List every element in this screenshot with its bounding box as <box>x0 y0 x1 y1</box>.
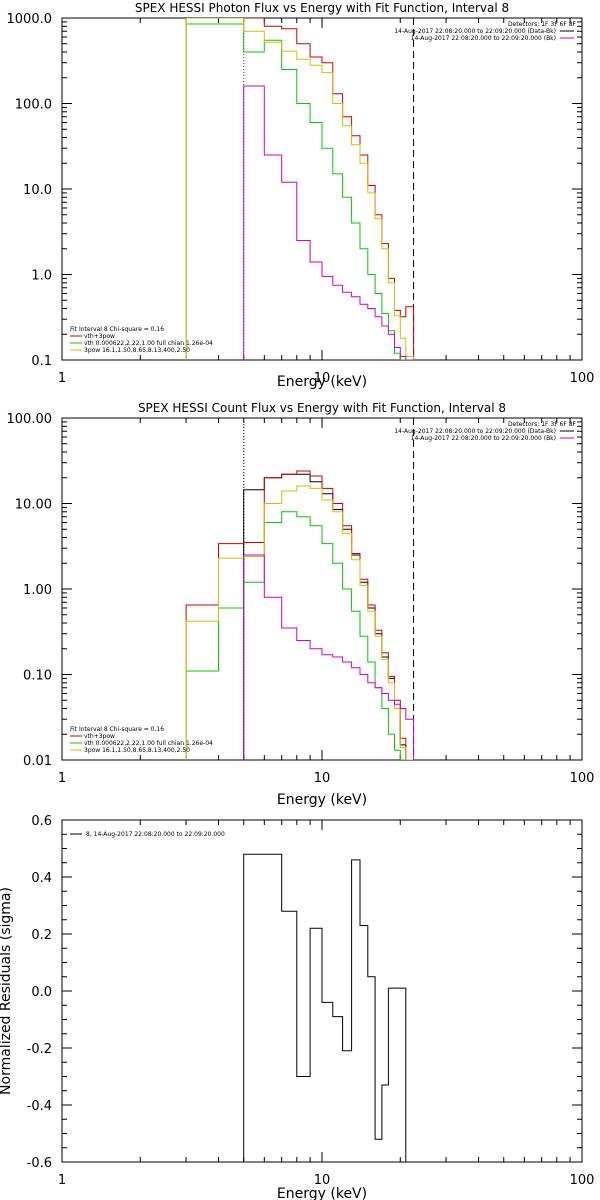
y-axis-label: Normalized Residuals (sigma) <box>0 887 14 1095</box>
y-tick-label: 0.2 <box>31 928 52 943</box>
y-tick-label: -0.4 <box>27 1099 52 1114</box>
legend-header: Detectors: 1F 3F 6F 8F <box>508 421 577 428</box>
plot-area <box>185 18 415 360</box>
y-tick-label: 1000.0 <box>7 12 53 27</box>
legend-entry: vth 0.000622,2.22,1.00 full chian 1.26e-… <box>84 340 213 347</box>
legend-entry: 3pow 16.1,1.50,8.65,8.13,400,2.50 <box>84 747 190 754</box>
x-tick-label: 100 <box>570 1173 595 1188</box>
count-flux-panel: SPEX HESSI Count Flux vs Energy with Fit… <box>7 401 595 808</box>
plot-area <box>185 470 422 760</box>
y-tick-label: 100.0 <box>15 98 52 113</box>
legend-entry: 8, 14-Aug-2017 22:08:20.000 to 22:09:20.… <box>86 831 225 838</box>
x-tick-label: 1 <box>58 1173 66 1188</box>
legend-entry: vth+3pow <box>84 733 115 740</box>
y-tick-label: -0.6 <box>27 1156 52 1171</box>
x-axis-label: Energy (keV) <box>277 1186 367 1200</box>
y-tick-label: 1.00 <box>23 583 52 598</box>
legend-entry: 14-Aug-2017 22:08:20.000 to 22:09:20.000… <box>411 35 556 42</box>
series-14-aug-2017-22-08-20-000 <box>243 554 415 760</box>
x-tick-label: 10 <box>314 371 331 386</box>
plot-frame <box>61 417 583 761</box>
y-tick-label: 100.00 <box>7 412 53 427</box>
legend-entry: 3pow 16.1,1.50,8.65,8.13,400,2.50 <box>84 347 190 354</box>
legend-title: Fit Interval 8 Chi-square = 0.16 <box>70 326 164 333</box>
chart-title: SPEX HESSI Count Flux vs Energy with Fit… <box>138 401 506 415</box>
y-tick-label: 10.0 <box>23 183 52 198</box>
series-data-bk <box>243 473 422 760</box>
legend-header: Detectors: 1F 3F 6F 8F <box>508 21 577 28</box>
series-14-aug-2017-22-08-20-000 <box>243 85 415 360</box>
legend-entry: vth 0.000622,2.22,1.00 full chian 1.26e-… <box>84 740 213 747</box>
x-tick-label: 10 <box>314 1173 331 1188</box>
x-tick-label: 100 <box>570 771 595 786</box>
x-tick-label: 1 <box>58 771 66 786</box>
x-tick-label: 10 <box>314 771 331 786</box>
x-tick-label: 1 <box>58 371 66 386</box>
y-tick-label: 0.01 <box>23 754 52 769</box>
photon-flux-panel: SPEX HESSI Photon Flux vs Energy with Fi… <box>7 1 595 390</box>
y-tick-label: 0.10 <box>23 669 52 684</box>
legend-entry: 14-Aug-2017 22:08:20.000 to 22:09:20.000… <box>394 428 556 435</box>
y-tick-label: 0.1 <box>31 354 52 369</box>
legend-entry: 14-Aug-2017 22:08:20.000 to 22:09:20.000… <box>394 28 556 35</box>
y-tick-label: 0.0 <box>31 985 52 1000</box>
x-tick-label: 100 <box>570 371 595 386</box>
series-vth-0-000622-2-22-1-00-f <box>185 23 415 360</box>
legend-title: Fit Interval 8 Chi-square = 0.16 <box>70 726 164 733</box>
x-axis-label: Energy (keV) <box>277 792 367 808</box>
legend-entry: 14-Aug-2017 22:08:20.000 to 22:09:20.000… <box>411 435 556 442</box>
x-axis-label: Energy (keV) <box>277 374 367 390</box>
series-8-14-aug-2017-22-08-20-0 <box>243 853 415 1162</box>
legend-entry: vth+3pow <box>84 333 115 340</box>
series-vth-3pow <box>185 470 415 760</box>
y-tick-label: 10.00 <box>15 498 52 513</box>
series-3pow-16-1-1-50-8-65-8-13 <box>185 485 415 760</box>
residuals-panel: 1 10 100 -0.6 -0.4 -0.2 0.0 0.2 0.4 0.6 Energy (ke… <box>0 814 594 1200</box>
chart-title: SPEX HESSI Photon Flux vs Energy with Fi… <box>135 1 509 15</box>
y-tick-label: 0.4 <box>31 871 52 886</box>
series-3pow-16-1-1-50-8-65-8-13 <box>185 18 415 360</box>
y-tick-label: -0.2 <box>27 1042 52 1057</box>
series-vth-3pow <box>185 18 415 360</box>
y-tick-label: 0.6 <box>31 814 52 829</box>
plot-area <box>243 853 415 1162</box>
y-tick-label: 1.0 <box>31 269 52 284</box>
series-vth-0-000622-2-22-1-00-f <box>185 511 415 760</box>
